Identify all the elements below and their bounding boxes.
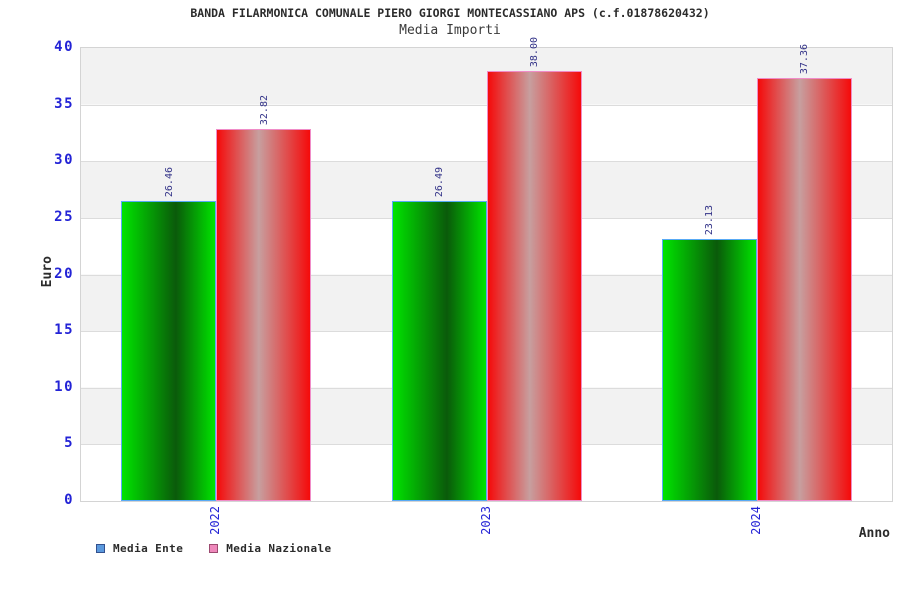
y-tick-label: 35 <box>54 95 74 112</box>
y-tick-label: 40 <box>54 39 74 55</box>
legend-item-media-ente: Media Ente <box>96 542 183 555</box>
chart-title: BANDA FILARMONICA COMUNALE PIERO GIORGI … <box>190 6 710 20</box>
y-tick-label: 0 <box>64 492 74 508</box>
legend-label-media-ente: Media Ente <box>113 542 184 555</box>
bar-media-ente <box>661 239 757 501</box>
bar-media-nazionale <box>216 129 312 501</box>
legend-label-media-nazionale: Media Nazionale <box>226 542 332 555</box>
y-tick-label: 20 <box>54 265 74 282</box>
chart-subtitle: Media Importi <box>399 23 501 38</box>
bar-value-label: 26.46 <box>163 167 175 198</box>
y-tick-label: 15 <box>54 322 74 339</box>
legend-item-media-nazionale: Media Nazionale <box>209 542 331 555</box>
bar-media-ente <box>121 201 217 501</box>
y-tick-label: 30 <box>54 152 74 169</box>
bar-value-label: 26.49 <box>434 166 445 198</box>
bar-media-nazionale <box>486 70 582 501</box>
x-category-label: 2024 <box>748 506 763 535</box>
y-tick-label: 5 <box>64 435 74 452</box>
y-tick-label: 25 <box>54 208 74 225</box>
x-category-label: 2022 <box>208 506 223 535</box>
bar-value-label: 38.00 <box>529 36 540 67</box>
y-tick-label: 10 <box>54 378 74 395</box>
bar-value-label: 23.13 <box>704 204 716 236</box>
legend: Media Ente Media Nazionale <box>96 542 358 555</box>
legend-swatch-media-nazionale-icon <box>209 544 219 553</box>
plot-area: 26.46 32.82 26.49 38.00 23.13 37.36 <box>80 37 893 502</box>
x-category-label: 2023 <box>478 506 493 535</box>
bar-value-label: 32.82 <box>258 95 270 126</box>
bar-media-nazionale <box>756 77 852 501</box>
bar-media-ente <box>391 201 487 501</box>
x-axis-title: Anno <box>858 526 890 541</box>
bar-value-label: 37.36 <box>799 43 811 74</box>
legend-swatch-media-ente-icon <box>96 544 105 553</box>
